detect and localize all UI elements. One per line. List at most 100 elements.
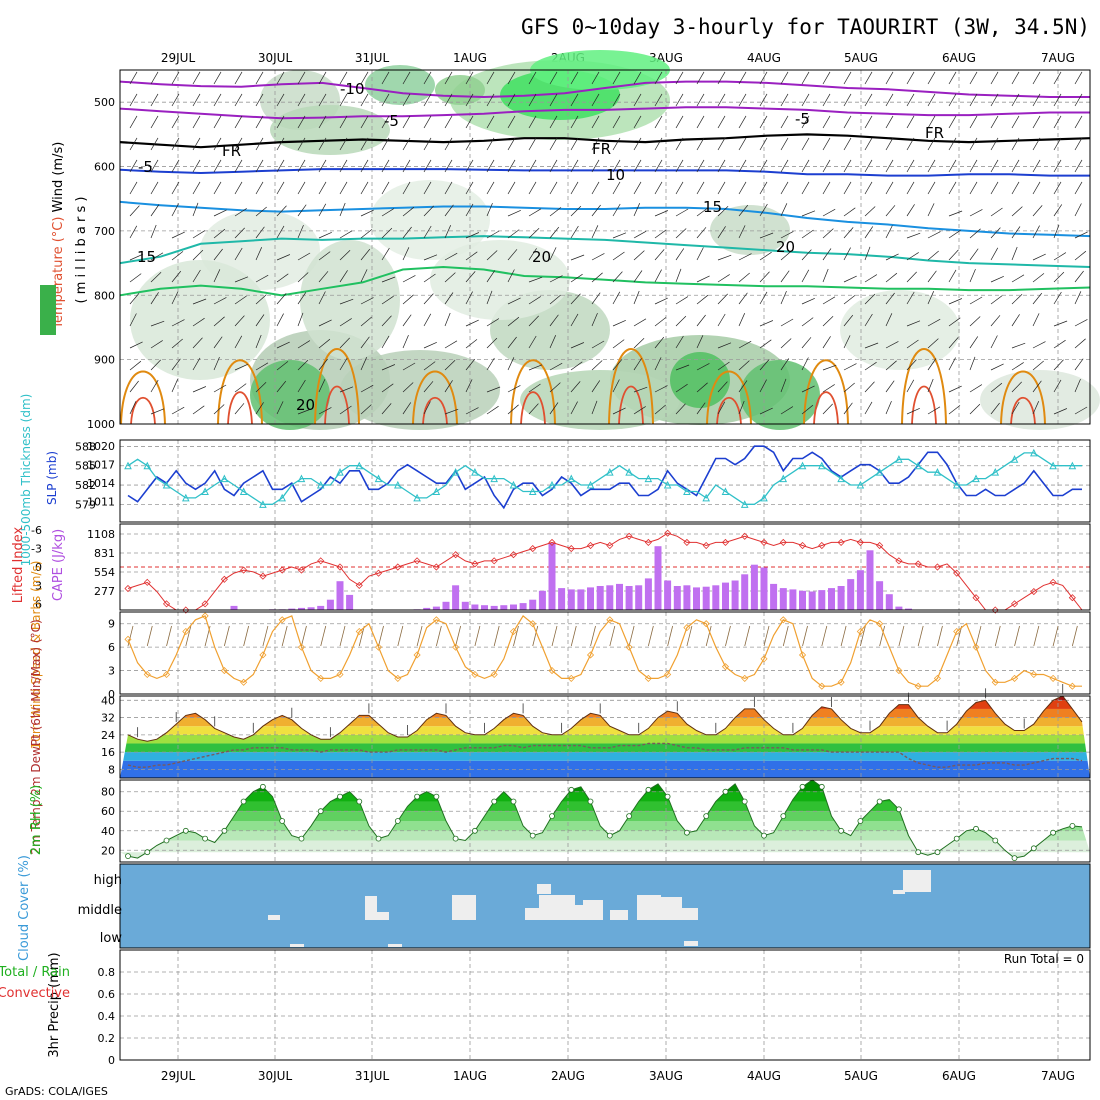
ylabel-part: Wind (m/s) bbox=[51, 142, 66, 217]
wind-barb bbox=[1032, 273, 1045, 283]
wind-barb bbox=[906, 252, 919, 261]
surface-wind-barb bbox=[243, 625, 250, 647]
wind-barb bbox=[927, 181, 936, 195]
wind-marker bbox=[297, 643, 306, 651]
rh-marker bbox=[896, 806, 902, 813]
wind-marker bbox=[683, 624, 691, 632]
wind-barb bbox=[1011, 159, 1020, 173]
wind-barb bbox=[801, 385, 815, 393]
wind-barb bbox=[633, 137, 642, 151]
wind-barb bbox=[528, 115, 537, 129]
wind-barb bbox=[297, 408, 312, 415]
date-label-top-30JUL: 30JUL bbox=[258, 51, 293, 65]
cape-bar bbox=[818, 590, 826, 610]
wind-barb bbox=[129, 137, 138, 151]
wind-barb bbox=[507, 137, 516, 151]
wind-barb bbox=[822, 384, 835, 393]
wind-barb bbox=[780, 159, 789, 173]
wind-barb bbox=[717, 181, 726, 195]
wind-barb bbox=[738, 253, 752, 261]
wind-barb bbox=[549, 275, 563, 283]
wind-barb bbox=[1011, 362, 1024, 371]
wind-barb bbox=[1053, 93, 1062, 107]
surface-wind-barb bbox=[493, 625, 500, 647]
li-marker bbox=[394, 563, 402, 571]
wind-barb bbox=[528, 364, 543, 371]
wind-marker bbox=[355, 627, 363, 636]
wind-barb bbox=[402, 71, 411, 85]
wind-barb bbox=[423, 254, 438, 261]
wind-barb bbox=[759, 93, 768, 107]
wind-barb bbox=[507, 93, 516, 107]
wind-barb bbox=[129, 401, 137, 415]
surface-wind-barb bbox=[320, 625, 327, 647]
wind-marker bbox=[702, 620, 710, 628]
date-label-bottom-1AUG: 1AUG bbox=[453, 1069, 487, 1083]
wind-barb bbox=[738, 137, 747, 151]
date-label-bottom-4AUG: 4AUG bbox=[747, 1069, 781, 1083]
wind-barb bbox=[150, 408, 165, 415]
cloud-block bbox=[539, 895, 575, 920]
wind-barb bbox=[234, 137, 243, 151]
wind-barb bbox=[234, 247, 243, 261]
wind-marker bbox=[1068, 682, 1076, 690]
wind-barb bbox=[843, 137, 852, 151]
wind-barb bbox=[1053, 271, 1065, 283]
li-marker bbox=[143, 578, 151, 586]
cape-bar bbox=[866, 550, 874, 610]
cape-bar bbox=[741, 574, 749, 610]
wind-barb bbox=[969, 268, 976, 283]
surface-wind-barb bbox=[1052, 625, 1059, 647]
date-label-top-4AUG: 4AUG bbox=[747, 51, 781, 65]
wind-barb bbox=[423, 137, 432, 151]
wind-barb bbox=[318, 271, 329, 283]
cape-tick-277: 277 bbox=[94, 585, 115, 598]
wind-speed-line bbox=[127, 615, 1082, 687]
wind-barb bbox=[675, 228, 687, 239]
rh-tick-80: 80 bbox=[101, 786, 115, 799]
li-marker bbox=[606, 541, 614, 550]
wind-barb bbox=[969, 93, 978, 107]
li-marker bbox=[721, 538, 730, 546]
wind-barb bbox=[360, 159, 369, 173]
wind-barb bbox=[486, 290, 493, 305]
wind-barb bbox=[192, 269, 201, 283]
temp-band bbox=[120, 752, 1090, 761]
wind-barb bbox=[486, 318, 500, 327]
wind-barb bbox=[507, 336, 517, 349]
wind-barb bbox=[381, 383, 394, 393]
wind-barb bbox=[402, 382, 414, 393]
wind-barb bbox=[360, 248, 371, 261]
wind-barb bbox=[1011, 93, 1020, 107]
contour-label-20: 20 bbox=[296, 396, 315, 414]
wind-barb bbox=[822, 159, 831, 173]
wind-barb bbox=[843, 247, 851, 261]
li-marker bbox=[220, 575, 228, 583]
wind-barb bbox=[822, 268, 829, 283]
wind-tick-0: 0 bbox=[108, 688, 115, 701]
wind-barb bbox=[843, 363, 857, 371]
wind-barb bbox=[801, 181, 810, 195]
temp-band bbox=[120, 726, 1090, 735]
wind-marker bbox=[876, 620, 884, 628]
wind-marker bbox=[374, 643, 383, 651]
wind-barb bbox=[612, 339, 625, 349]
wind-barb bbox=[675, 296, 689, 305]
wind-barb bbox=[633, 93, 642, 107]
wind-barb bbox=[780, 250, 792, 261]
thickness-marker bbox=[740, 500, 749, 508]
wind-barb bbox=[276, 159, 285, 173]
wind-barb bbox=[717, 254, 732, 261]
precip-legend-convective: Convective bbox=[0, 986, 70, 1001]
wind-barb bbox=[339, 115, 348, 129]
wind-barb bbox=[759, 379, 767, 393]
wind-barb bbox=[339, 202, 346, 217]
contour-label-m5: 10 bbox=[606, 166, 625, 184]
wind-barb bbox=[234, 363, 248, 371]
wind-barb bbox=[738, 272, 750, 283]
wind-barb bbox=[1032, 225, 1040, 239]
li-marker bbox=[876, 541, 884, 550]
wind-barb bbox=[591, 71, 600, 85]
wind-barb bbox=[171, 159, 180, 173]
